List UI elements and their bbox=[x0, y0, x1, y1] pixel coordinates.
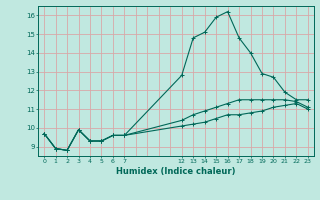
X-axis label: Humidex (Indice chaleur): Humidex (Indice chaleur) bbox=[116, 167, 236, 176]
